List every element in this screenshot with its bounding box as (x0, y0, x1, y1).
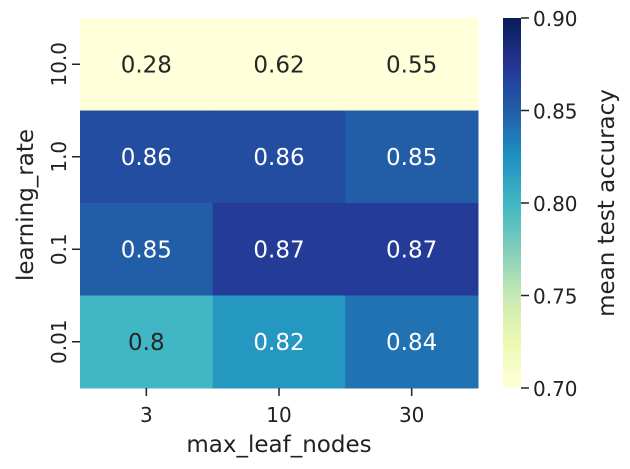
cell-label-r2-c0: 0.85 (121, 237, 172, 263)
heatmap-cell-r3-c1 (212, 295, 346, 389)
colorbar-tick-label-0: 0.70 (533, 377, 578, 401)
cell-label-r2-c2: 0.87 (386, 237, 437, 263)
heatmap-cells (80, 18, 479, 389)
colorbar (503, 18, 521, 388)
colorbar-tick-label-1: 0.75 (533, 285, 578, 309)
cell-label-r0-c2: 0.55 (386, 52, 437, 78)
heatmap-cell-r3-c0 (80, 295, 214, 389)
cell-annotations: 0.28 0.62 0.55 0.86 0.86 0.85 0.85 0.87 0.87 0.8 0… (121, 52, 438, 356)
colorbar-ticks: 0.70 0.75 0.80 0.85 0.90 (521, 7, 578, 401)
x-tick-label-2: 30 (399, 403, 424, 427)
heatmap-cell-r2-c1 (212, 203, 346, 296)
cell-label-r0-c0: 0.28 (121, 52, 172, 78)
heatmap-cell-r0-c1 (212, 18, 346, 111)
x-tick-label-0: 3 (140, 403, 153, 427)
x-axis-label: max_leaf_nodes (186, 432, 371, 458)
heatmap-cell-r2-c2 (345, 203, 479, 296)
heatmap-cell-r0-c2 (345, 18, 479, 111)
x-axis-ticks: 3 10 30 (140, 388, 424, 427)
colorbar-tick-label-2: 0.80 (533, 192, 578, 216)
colorbar-label: mean test accuracy (594, 89, 620, 317)
heatmap-cell-r2-c0 (80, 203, 214, 296)
heatmap-cell-r0-c0 (80, 18, 214, 111)
colorbar-tick-label-4: 0.90 (533, 7, 578, 31)
colorbar-tick-label-3: 0.85 (533, 100, 578, 124)
y-axis-ticks: 10.0 1.0 0.1 0.01 (47, 42, 80, 364)
cell-label-r2-c1: 0.87 (253, 237, 304, 263)
cell-label-r3-c1: 0.82 (253, 330, 304, 356)
y-tick-label-1: 1.0 (47, 141, 71, 173)
cell-label-r1-c2: 0.85 (386, 145, 437, 171)
heatmap-cell-r1-c0 (80, 110, 214, 204)
x-tick-label-1: 10 (266, 403, 291, 427)
y-axis-label: learning_rate (13, 129, 39, 281)
y-tick-label-3: 0.01 (47, 319, 71, 364)
cell-label-r3-c2: 0.84 (386, 330, 437, 356)
y-tick-label-2: 0.1 (47, 233, 71, 265)
heatmap-cell-r1-c2 (345, 110, 479, 204)
heatmap-cell-r3-c2 (345, 295, 479, 389)
cell-label-r1-c1: 0.86 (253, 145, 304, 171)
cell-label-r3-c0: 0.8 (128, 330, 165, 356)
heatmap-cell-r1-c1 (212, 110, 346, 204)
cell-label-r0-c1: 0.62 (253, 52, 304, 78)
y-tick-label-0: 10.0 (47, 42, 71, 87)
cell-label-r1-c0: 0.86 (121, 145, 172, 171)
